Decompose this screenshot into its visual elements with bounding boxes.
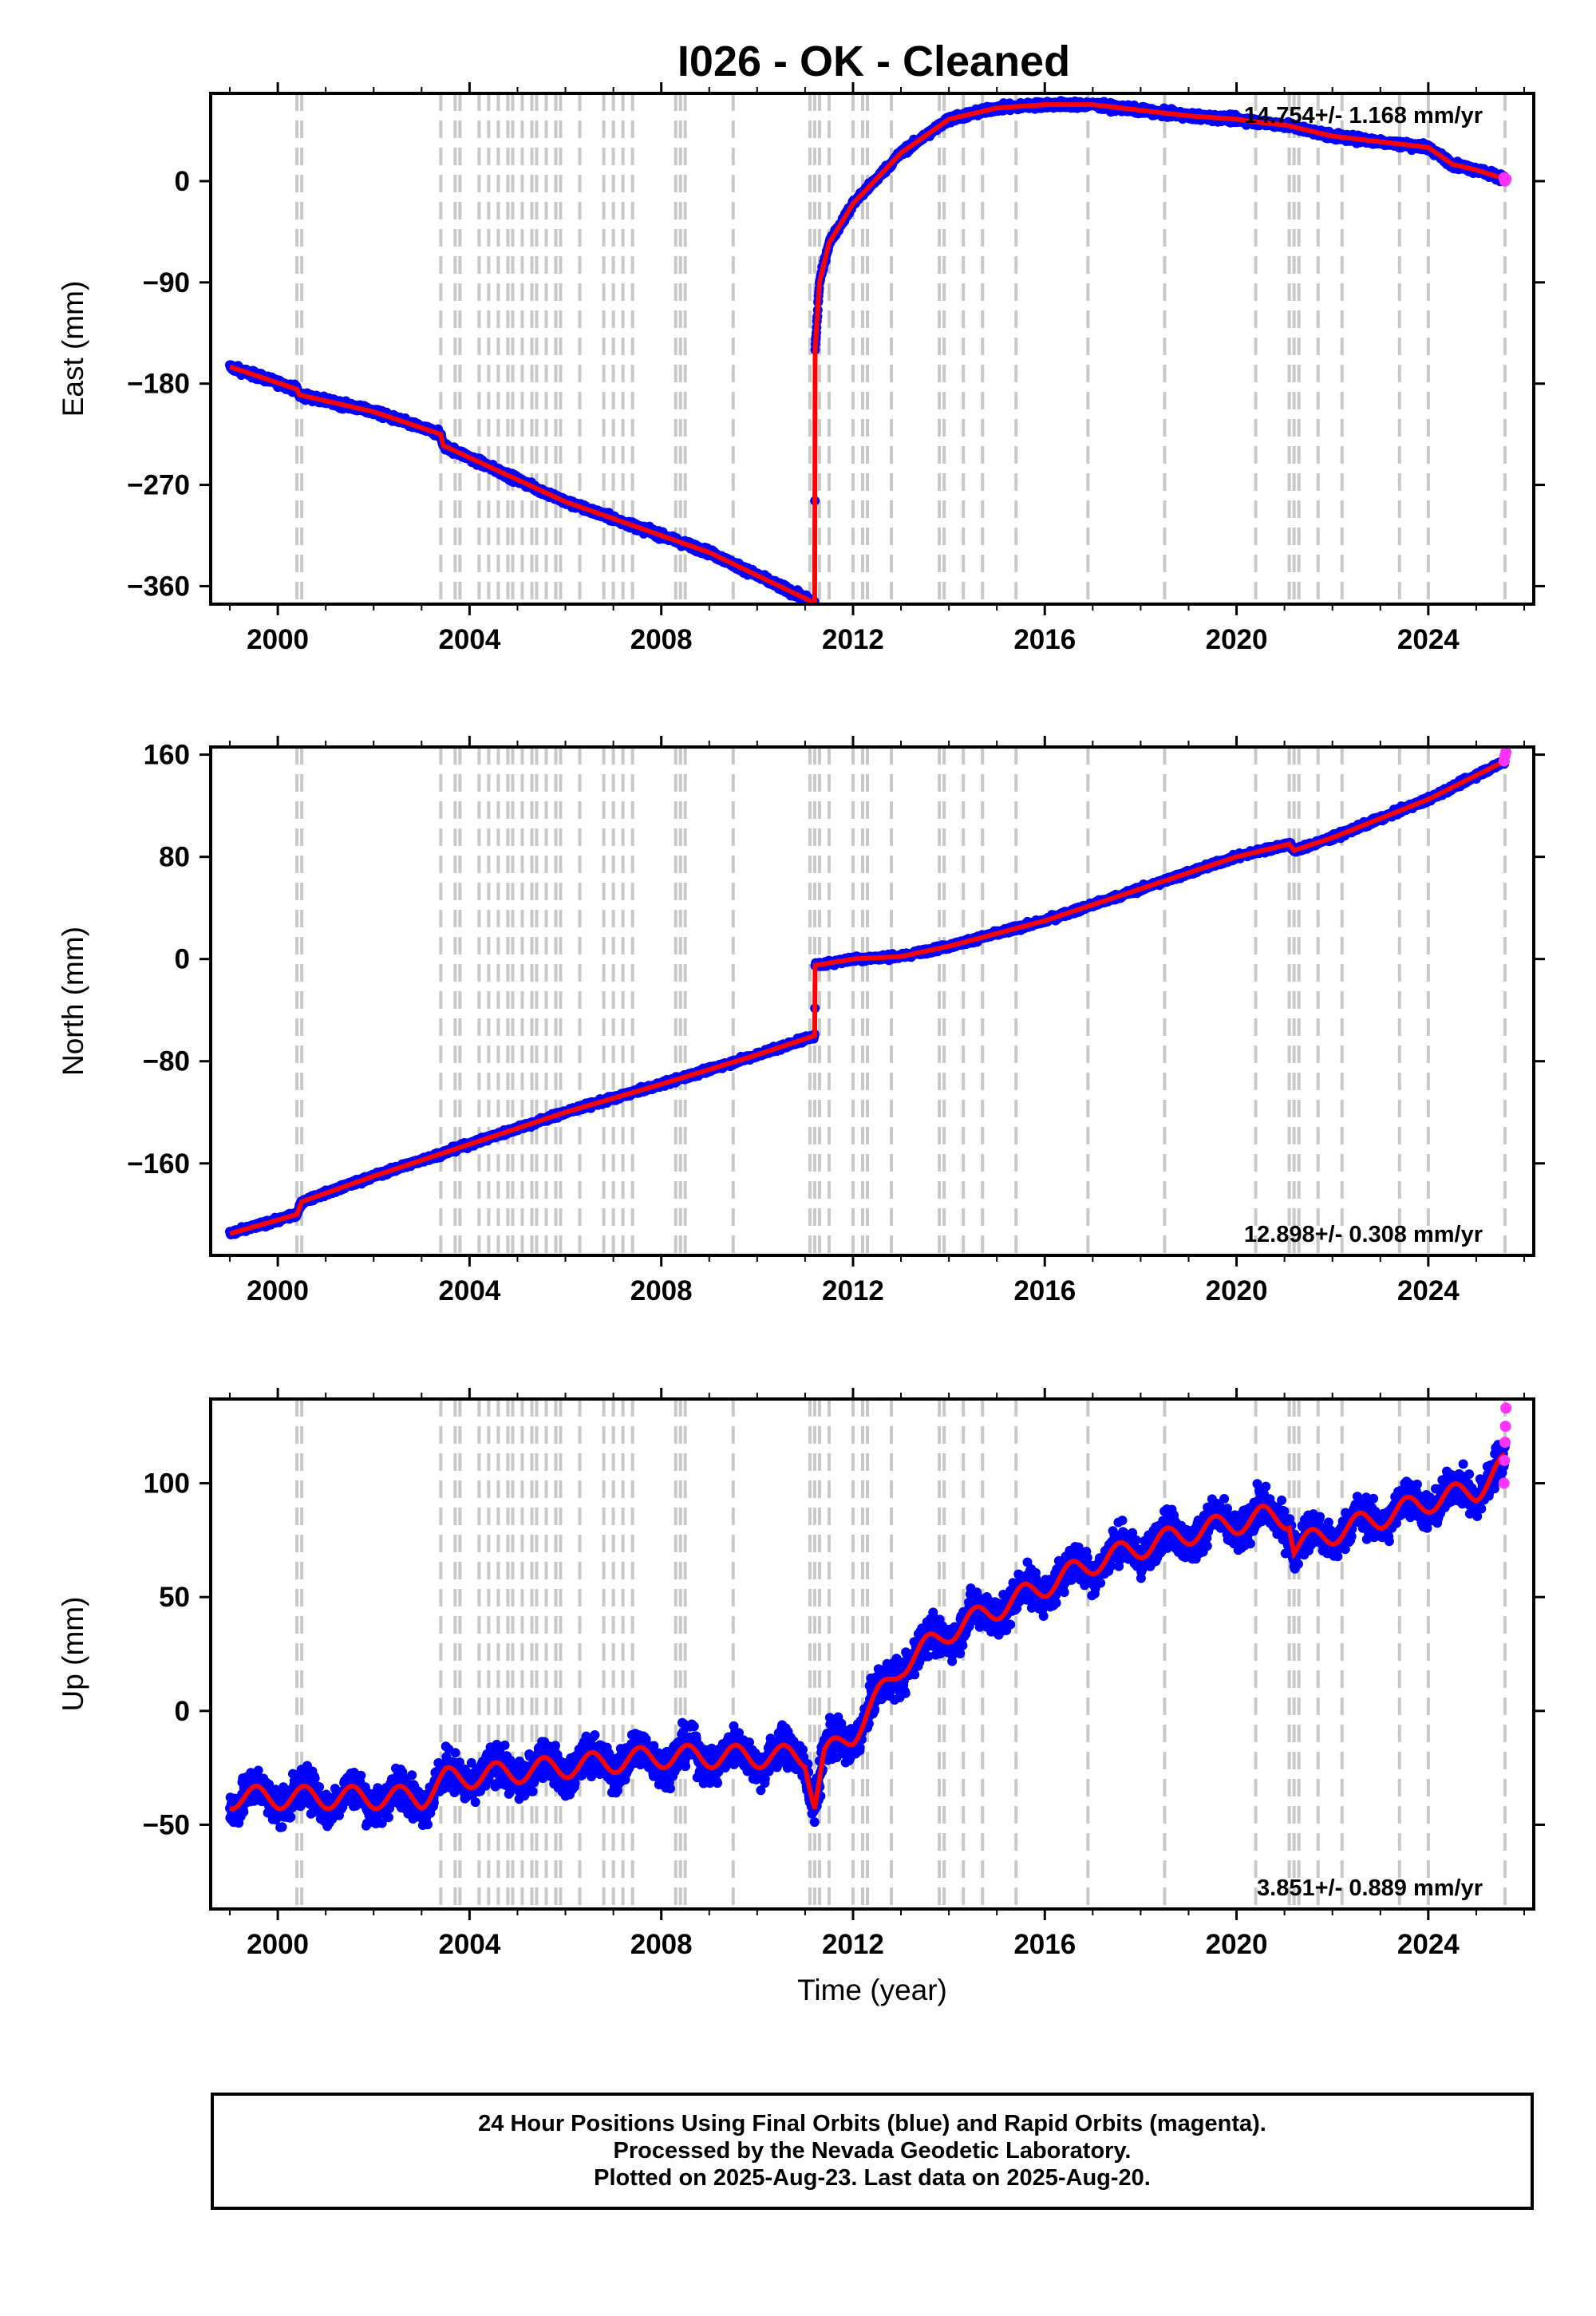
y-tick-label: −90 bbox=[143, 267, 190, 298]
x-tick-label: 2008 bbox=[630, 624, 693, 655]
panel-east: 2000 2004 2008 2012 2016 2020 2024 0 −90 −180 −270… bbox=[57, 82, 1545, 655]
x-tick-label: 2004 bbox=[438, 624, 500, 655]
x-tick-label: 2020 bbox=[1206, 624, 1268, 655]
x-tick-label: 2024 bbox=[1397, 624, 1460, 655]
rapid-orbit-point bbox=[1500, 173, 1512, 185]
x-tick-label: 2000 bbox=[247, 624, 309, 655]
panel-north: 2000 2004 2008 2012 2016 2020 2024160800−80−16… bbox=[57, 736, 1545, 1306]
event-lines bbox=[295, 93, 1507, 604]
east-velocity-label: 14.754+/- 1.168 mm/yr bbox=[1244, 103, 1483, 128]
x-tick-label: 2012 bbox=[822, 624, 884, 655]
east-axis-label: East (mm) bbox=[57, 281, 89, 417]
x-tick-label: 2016 bbox=[1013, 624, 1076, 655]
y-tick-label: 0 bbox=[175, 166, 190, 197]
figure-title: I026 - OK - Cleaned bbox=[678, 38, 1070, 85]
plot-frame bbox=[209, 92, 1535, 606]
y-tick-label: −360 bbox=[127, 571, 190, 602]
event-lines bbox=[295, 747, 1507, 1255]
y-tick-label: −180 bbox=[127, 369, 190, 400]
y-tick-label: −270 bbox=[127, 470, 190, 501]
